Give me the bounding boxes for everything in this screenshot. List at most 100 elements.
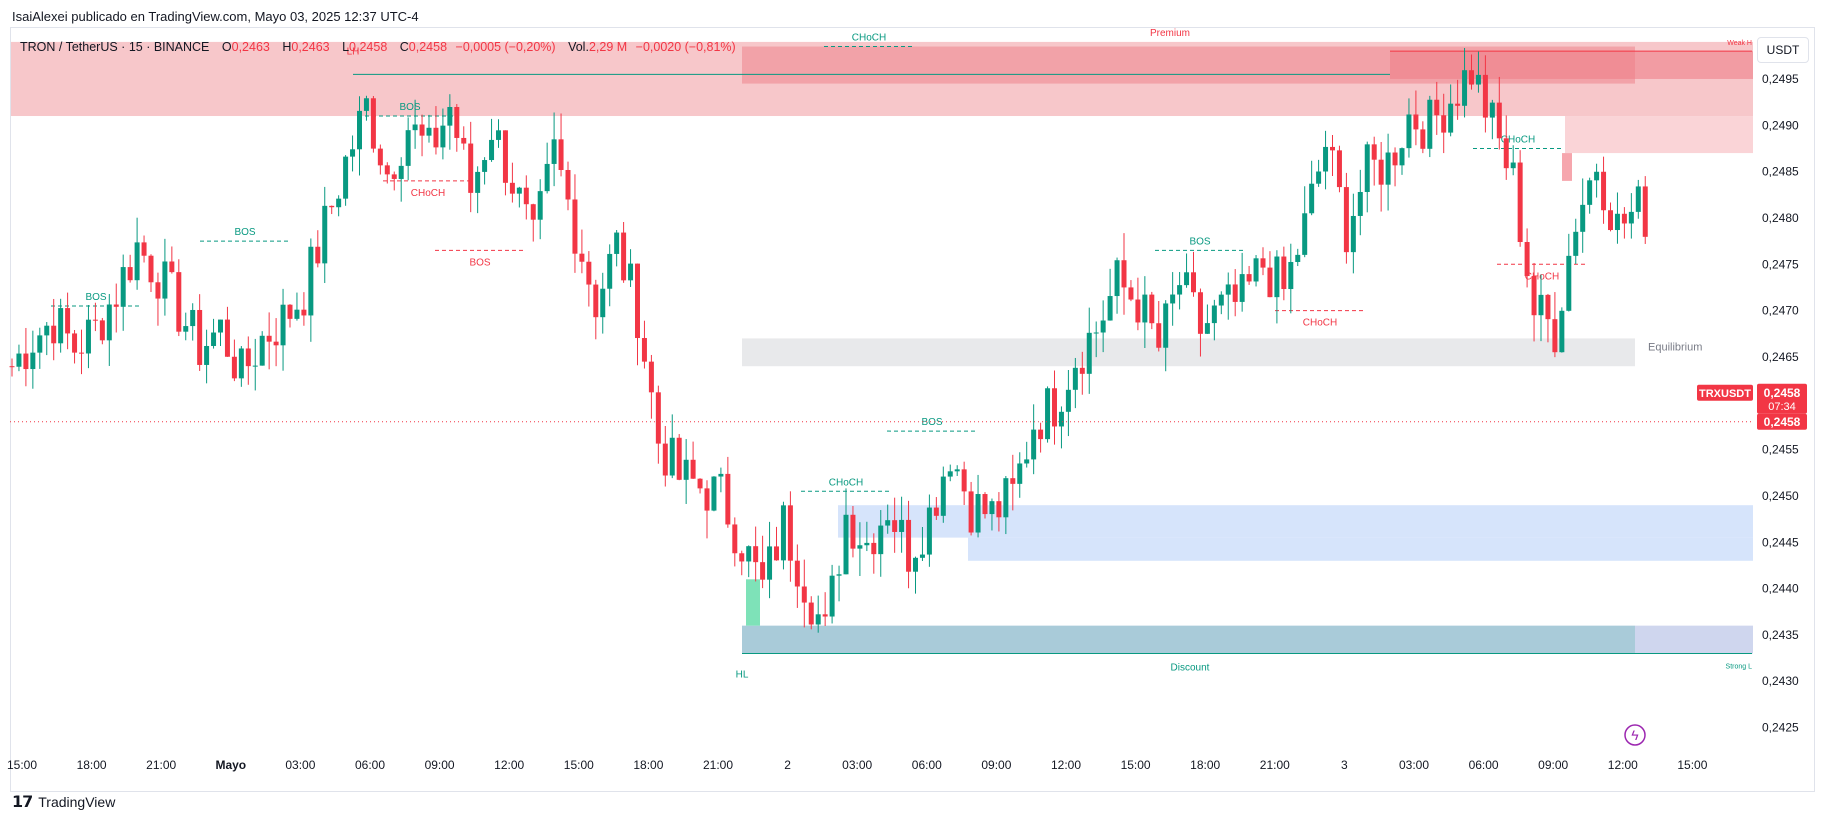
tradingview-footer[interactable]: 𝟭𝟳 TradingView: [12, 792, 115, 812]
candle-body: [190, 309, 196, 327]
last-price-text: 0,2458: [1764, 415, 1801, 429]
x-tick-label: 09:00: [981, 758, 1011, 772]
open-value: 0,2463: [231, 40, 270, 54]
weak-high-label: Weak H: [1727, 40, 1752, 47]
y-tick-label: 0,2485: [1762, 165, 1799, 179]
candle-body: [1441, 115, 1447, 133]
candle-body: [287, 304, 293, 319]
lightning-glyph: ϟ: [1631, 727, 1639, 743]
candle-body: [1559, 310, 1565, 353]
candle-body: [79, 352, 84, 354]
candle-body: [1594, 171, 1600, 181]
candle-body: [120, 267, 126, 307]
candle-body: [1496, 102, 1502, 139]
candle-body: [1510, 162, 1516, 169]
candle-body: [1475, 74, 1481, 85]
candle-body: [662, 443, 668, 476]
ohlc-legend: TRON / TetherUS · 15 · BINANCE O0,2463 H…: [20, 40, 736, 54]
candle-body: [252, 365, 258, 367]
currency-button[interactable]: USDT: [1757, 37, 1809, 63]
candle-body: [996, 501, 1002, 518]
candle-body: [523, 187, 529, 205]
candle-body: [628, 263, 634, 281]
tradingview-brand: TradingView: [38, 794, 116, 810]
symbol-title[interactable]: TRON / TetherUS · 15 · BINANCE: [20, 40, 210, 54]
candle-body: [51, 325, 57, 344]
y-tick-label: 0,2450: [1762, 489, 1799, 503]
candle-body: [419, 124, 425, 136]
candle-body: [1614, 213, 1620, 231]
candle-body: [1580, 204, 1586, 232]
x-tick-label: 03:00: [842, 758, 872, 772]
candle-body: [1260, 258, 1266, 268]
structure-label: BOS: [85, 292, 106, 303]
candle-body: [1253, 258, 1259, 282]
candle-body: [1149, 294, 1155, 324]
symbol-price-tag: [1697, 384, 1753, 401]
close-label: C: [399, 40, 409, 54]
candle-body: [794, 560, 800, 587]
candle-body: [961, 469, 967, 492]
candle-body: [871, 542, 877, 555]
candle-body: [1031, 429, 1037, 460]
discount-zone: [742, 625, 1635, 654]
candle-body: [530, 204, 536, 220]
candle-body: [1552, 319, 1558, 353]
equilibrium-zone: [742, 338, 1635, 367]
x-tick-label: 15:00: [1677, 758, 1707, 772]
candle-body: [1545, 294, 1551, 320]
candle-body: [211, 332, 217, 346]
candle-body: [1621, 213, 1627, 224]
structure-label: CHoCH: [852, 33, 886, 44]
candle-body: [322, 205, 328, 264]
change-value: −0,0005 (−0,20%): [455, 40, 556, 54]
candle-body: [655, 392, 661, 444]
candle-body: [732, 524, 738, 554]
candle-body: [676, 437, 682, 480]
candle-body: [1052, 388, 1057, 427]
low-value: 0,2458: [349, 40, 388, 54]
candle-body: [1010, 478, 1016, 484]
candle-body: [864, 542, 870, 546]
candle-body: [690, 459, 696, 479]
vol-change-value: −0,0020 (−0,81%): [635, 40, 736, 54]
candle-body: [850, 514, 856, 549]
candle-body: [600, 288, 606, 318]
candle-body: [440, 125, 446, 148]
candle-body: [926, 507, 932, 555]
candle-body: [280, 304, 286, 346]
candle-body: [85, 319, 91, 354]
candle-body: [822, 614, 828, 617]
candle-body: [565, 169, 571, 200]
structure-label: CHoCH: [829, 477, 863, 488]
structure-label: CHoCH: [411, 188, 445, 199]
x-tick-label: 15:00: [564, 758, 594, 772]
x-tick-label: 06:00: [1469, 758, 1499, 772]
candle-body: [1156, 323, 1162, 348]
candle-body: [586, 261, 592, 285]
candle-body: [968, 491, 974, 533]
candle-body: [544, 163, 550, 192]
candle-body: [1330, 146, 1335, 151]
vol-label: Vol.: [568, 40, 589, 54]
candle-body: [982, 494, 988, 515]
candle-body: [1420, 129, 1426, 149]
candle-body: [336, 198, 342, 208]
candle-body: [1323, 146, 1329, 172]
candle-body: [162, 261, 168, 299]
x-tick-label: 03:00: [285, 758, 315, 772]
candle-body: [1427, 99, 1433, 149]
candle-body: [238, 348, 244, 379]
candle-body: [1406, 114, 1412, 149]
structure-label: BOS: [921, 417, 942, 428]
candle-body: [1343, 187, 1349, 253]
candle-body: [537, 191, 543, 220]
candle-body: [739, 553, 745, 562]
candle-body: [801, 586, 807, 603]
candle-body: [1281, 256, 1287, 290]
y-tick-label: 0,2470: [1762, 304, 1799, 318]
y-tick-label: 0,2440: [1762, 582, 1799, 596]
candle-body: [1566, 255, 1572, 311]
candle-body: [1316, 171, 1322, 184]
